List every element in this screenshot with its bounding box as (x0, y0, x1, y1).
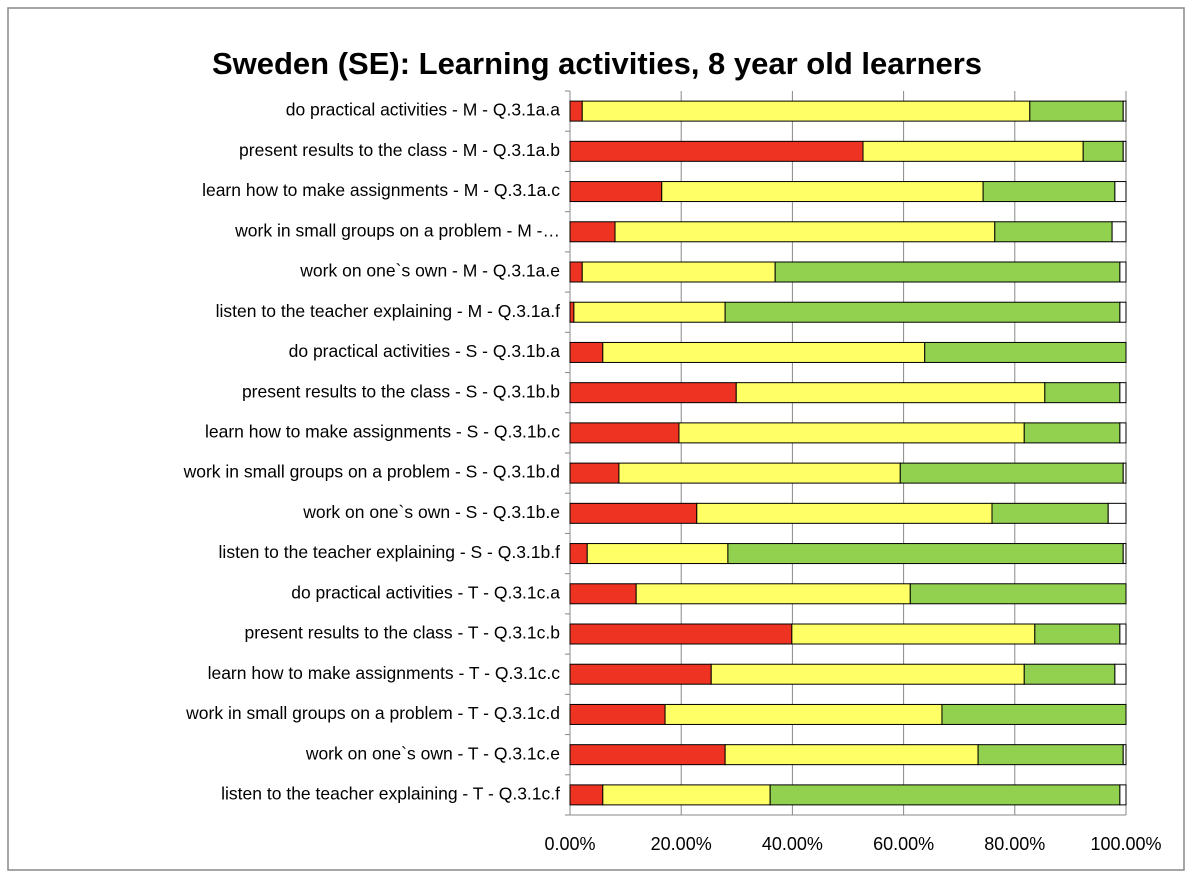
bar-segment (573, 301, 726, 323)
bar-segment (1114, 663, 1127, 685)
y-tick-label: work on one`s own - M - Q.3.1a.e (299, 261, 560, 281)
bar-segment (1122, 744, 1127, 766)
y-tick-label: work on one`s own - T - Q.3.1c.e (305, 743, 560, 763)
bar-segment (1023, 422, 1121, 444)
bar-segment (569, 543, 588, 565)
bar-segment (724, 301, 1121, 323)
bar-segment (1082, 140, 1124, 162)
bar-segment (569, 502, 698, 524)
bar-segment (581, 100, 1031, 122)
y-tick-label: present results to the class - T - Q.3.1… (245, 623, 560, 643)
bar-segment (569, 422, 680, 444)
bar-segment (862, 140, 1084, 162)
bar-segment (791, 623, 1036, 645)
bar-segment (774, 261, 1121, 283)
bar-segment (1119, 382, 1127, 404)
bar-segment (664, 703, 943, 725)
bar-segment (1119, 784, 1127, 806)
y-tick-label: do practical activities - S - Q.3.1b.a (289, 341, 561, 361)
bar-segment (569, 583, 637, 605)
y-tick-label: work in small groups on a problem - S - … (183, 462, 560, 482)
bar-segment (661, 181, 984, 203)
bar-segment (994, 221, 1113, 243)
bar-segment (977, 744, 1124, 766)
bar-segment (1122, 100, 1127, 122)
bar-segment (678, 422, 1025, 444)
bar-segment (1119, 261, 1127, 283)
bar-segment (569, 181, 663, 203)
bar-segment (1111, 221, 1127, 243)
x-tick-label: 100.00% (1090, 834, 1161, 854)
bar-segment (569, 703, 666, 725)
y-tick-label: do practical activities - T - Q.3.1c.a (291, 582, 560, 602)
bar-segment (982, 181, 1116, 203)
y-tick-label: do practical activities - M - Q.3.1a.a (286, 100, 561, 120)
y-tick-label: work on one`s own - S - Q.3.1b.e (302, 502, 560, 522)
bar-segment (724, 744, 979, 766)
bar-segment (735, 382, 1046, 404)
bar-segment (569, 462, 620, 484)
bar-segment (924, 341, 1127, 363)
bar-segment (569, 744, 726, 766)
bar-segment (710, 663, 1025, 685)
bar-segment (941, 703, 1127, 725)
bar-segment (602, 341, 926, 363)
bar-segment (569, 623, 793, 645)
y-tick-label: work in small groups on a problem - M -… (234, 220, 560, 240)
bar-segment (569, 140, 864, 162)
bar-segment (991, 502, 1109, 524)
bar-segment (1044, 382, 1121, 404)
bar-segment (1034, 623, 1121, 645)
y-tick-label: listen to the teacher explaining - T - Q… (221, 784, 560, 804)
bar-segment (909, 583, 1127, 605)
bar-segment (569, 261, 583, 283)
bar-segment (618, 462, 901, 484)
bar-segment (1122, 140, 1127, 162)
bar-segment (569, 100, 583, 122)
bar-segment (1114, 181, 1127, 203)
chart-title: Sweden (SE): Learning activities, 8 year… (212, 46, 982, 81)
bar-segment (1122, 462, 1127, 484)
bar-segment (1023, 663, 1116, 685)
y-tick-label: listen to the teacher explaining - M - Q… (216, 301, 560, 321)
bar-segment (769, 784, 1121, 806)
bar-segment (1119, 623, 1127, 645)
bar-segment (727, 543, 1124, 565)
bar-segment (569, 221, 616, 243)
bar-segment (569, 301, 575, 323)
bar-segment (1029, 100, 1124, 122)
bar-segment (1107, 502, 1127, 524)
bar-segment (635, 583, 911, 605)
y-tick-label: present results to the class - S - Q.3.1… (242, 381, 560, 401)
bar-segment (614, 221, 996, 243)
y-tick-label: learn how to make assignments - M - Q.3.… (202, 180, 560, 200)
y-tick-label: work in small groups on a problem - T - … (185, 703, 560, 723)
y-tick-label: learn how to make assignments - T - Q.3.… (208, 663, 561, 683)
x-tick-label: 0.00% (544, 834, 595, 854)
bar-segment (569, 382, 737, 404)
bar-segment (1122, 543, 1127, 565)
x-tick-label: 60.00% (873, 834, 934, 854)
y-tick-label: learn how to make assignments - S - Q.3.… (205, 422, 560, 442)
x-tick-label: 20.00% (651, 834, 712, 854)
bar-segment (1119, 422, 1127, 444)
x-tick-label: 80.00% (984, 834, 1045, 854)
bar-segment (696, 502, 993, 524)
bar-segment (1119, 301, 1127, 323)
bar-segment (602, 784, 771, 806)
bar-segment (581, 261, 776, 283)
bar-segment (569, 663, 712, 685)
x-tick-label: 40.00% (762, 834, 823, 854)
bar-segment (586, 543, 729, 565)
bar-segment (899, 462, 1124, 484)
y-tick-label: listen to the teacher explaining - S - Q… (219, 542, 561, 562)
bar-segment (569, 784, 604, 806)
y-tick-label: present results to the class - M - Q.3.1… (239, 140, 560, 160)
bar-segment (569, 341, 604, 363)
